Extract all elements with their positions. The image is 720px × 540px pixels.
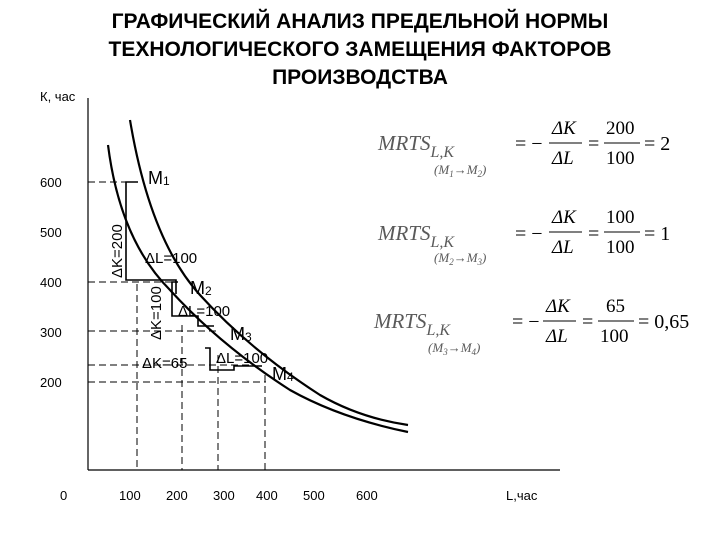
y-axis-label: К, час — [40, 89, 76, 104]
formula-mrts-2: MRTSL,K (M2→M3) — [377, 221, 486, 267]
formula-2-dl: ΔL — [551, 237, 574, 258]
formula-2-den: 100 — [606, 237, 635, 258]
formula-1-num: 200 — [606, 118, 635, 139]
delta-l-label-1: ΔL=100 — [145, 250, 197, 267]
formula-3-dk: ΔK — [545, 296, 571, 317]
formula-mrts-1: MRTSL,K (M1→M2) — [377, 131, 486, 179]
formula-3-result: = 0,65 — [638, 311, 689, 333]
formula-1-dk: ΔK — [551, 118, 577, 139]
y-tick-200: 200 — [40, 375, 62, 390]
formula-3-dl: ΔL — [545, 326, 568, 347]
isoquant-outer — [128, 119, 409, 427]
title-line-2: ТЕХНОЛОГИЧЕСКОГО ЗАМЕЩЕНИЯ ФАКТОРОВ — [108, 38, 612, 61]
point-label-m2: М2 — [190, 278, 212, 298]
title-line-1: ГРАФИЧЕСКИЙ АНАЛИЗ ПРЕДЕЛЬНОЙ НОРМЫ — [111, 10, 609, 33]
formula-3-mrts: MRTSL,K — [373, 309, 451, 339]
formula-2-num: 100 — [606, 207, 635, 228]
point-label-m4: М4 — [272, 364, 294, 384]
formula-1-dl: ΔL — [551, 148, 574, 169]
formula-mrts-3: MRTSL,K (M3→M4) — [373, 309, 480, 357]
point-label-m3: М3 — [230, 324, 252, 344]
x-tick-300: 300 — [213, 488, 235, 503]
y-tick-400: 400 — [40, 275, 62, 290]
formula-3-num: 65 — [606, 296, 625, 317]
formula-1-den: 100 — [606, 148, 635, 169]
x-tick-200: 200 — [166, 488, 188, 503]
step-bracket-2 — [171, 281, 214, 327]
x-axis-label: L,час — [506, 488, 538, 503]
point-label-m1: М1 — [148, 168, 170, 188]
formula-2-points: (M2→M3) — [434, 250, 486, 267]
formula-2-eq: = — [588, 223, 599, 245]
delta-k-label-1: ΔK=200 — [109, 224, 126, 278]
step-bracket-1 — [125, 181, 177, 294]
formula-2-result: = 1 — [644, 223, 670, 245]
delta-l-label-2: ΔL=100 — [178, 303, 230, 320]
formula-1-mrts: MRTSL,K — [377, 131, 455, 161]
formula-1-neg: = − — [515, 133, 543, 155]
formula-1-points: (M1→M2) — [434, 162, 486, 179]
formula-2-neg: = − — [515, 223, 543, 245]
formula-3-den: 100 — [600, 326, 629, 347]
formula-1-eq: = — [588, 133, 599, 155]
isoquant-inner — [106, 144, 409, 434]
formula-1-result: = 2 — [644, 133, 670, 155]
delta-k-label-2: ΔK=100 — [148, 286, 165, 340]
formula-2-dk: ΔK — [551, 207, 577, 228]
x-tick-500: 500 — [303, 488, 325, 503]
formula-3-eq: = — [582, 311, 593, 333]
x-tick-100: 100 — [119, 488, 141, 503]
y-tick-500: 500 — [40, 225, 62, 240]
formula-3-points: (M3→M4) — [428, 340, 480, 357]
formula-2-mrts: MRTSL,K — [377, 221, 455, 251]
delta-k-label-3: ΔK=65 — [142, 355, 187, 372]
title-line-3: ПРОИЗВОДСТВА — [272, 66, 448, 89]
formula-3-neg: = − — [512, 311, 540, 333]
y-tick-600: 600 — [40, 175, 62, 190]
step-bracket-3 — [205, 347, 262, 371]
origin-label: 0 — [60, 488, 67, 503]
diagram-title: ГРАФИЧЕСКИЙ АНАЛИЗ ПРЕДЕЛЬНОЙ НОРМЫ ТЕХН… — [60, 8, 660, 92]
y-tick-300: 300 — [40, 325, 62, 340]
x-tick-400: 400 — [256, 488, 278, 503]
x-tick-600: 600 — [356, 488, 378, 503]
delta-l-label-3: ΔL=100 — [216, 350, 268, 367]
